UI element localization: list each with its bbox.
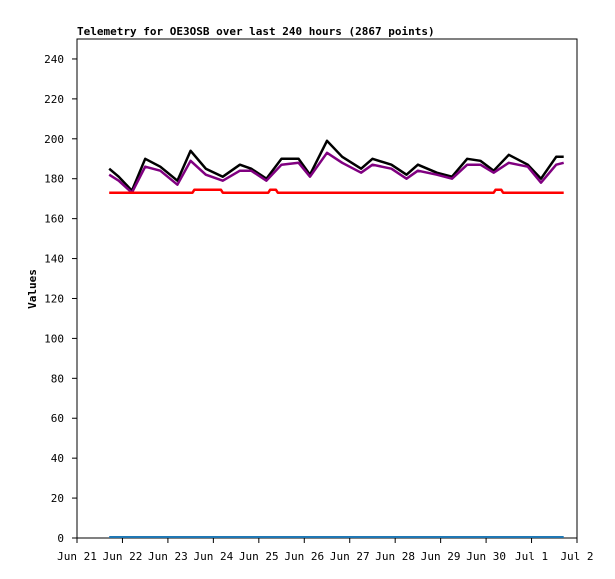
plot-frame [76,38,578,539]
x-axis: Jun 21 Jun 22 Jun 23 Jun 24 Jun 25 Jun 26 Jun … [57,538,594,563]
y-axis: 0 20 40 60 80 100 120 140 160 180 200 220 240 [44,53,77,545]
y-axis-label: Values [26,269,39,309]
chart-title: Telemetry for OE3OSB over last 240 hours… [77,25,435,38]
y-tick-label: 160 [44,213,64,226]
y-tick-label: 180 [44,173,64,186]
x-tick-label: Jun 28 [375,550,415,563]
x-tick-label: Jul 1 [515,550,548,563]
y-tick-label: 20 [51,492,64,505]
x-tick-label: Jun 26 [284,550,324,563]
y-tick-label: 40 [51,452,64,465]
y-tick-label: 200 [44,133,64,146]
y-tick-label: 0 [57,532,64,545]
x-tick-label: Jun 23 [148,550,188,563]
y-tick-label: 80 [51,372,64,385]
x-tick-label: Jun 30 [466,550,506,563]
x-tick-label: Jun 29 [421,550,461,563]
x-tick-label: Jun 27 [330,550,370,563]
x-tick-label: Jun 21 [57,550,97,563]
y-tick-label: 140 [44,253,64,266]
y-tick-label: 100 [44,332,64,345]
x-tick-label: Jun 22 [103,550,143,563]
y-tick-label: 60 [51,412,64,425]
x-tick-label: Jun 25 [239,550,279,563]
series-layer [108,139,565,538]
y-tick-label: 120 [44,292,64,305]
series-line-3 [109,188,564,194]
y-tick-label: 220 [44,93,64,106]
x-tick-label: Jul 2 [560,550,593,563]
x-tick-label: Jun 24 [193,550,233,563]
series-line-2 [108,151,565,194]
y-tick-label: 240 [44,53,64,66]
series-line-1 [108,139,564,192]
